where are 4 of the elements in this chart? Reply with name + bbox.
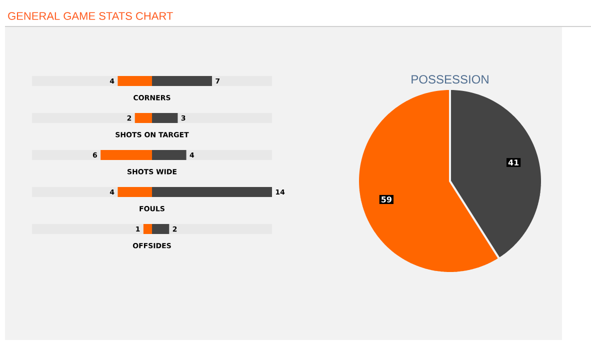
chart-title: GENERAL GAME STATS CHART [8,12,173,20]
data-label: 41 [508,160,519,166]
chart-title: POSSESSION [412,75,488,84]
data-label: 59 [381,196,392,202]
